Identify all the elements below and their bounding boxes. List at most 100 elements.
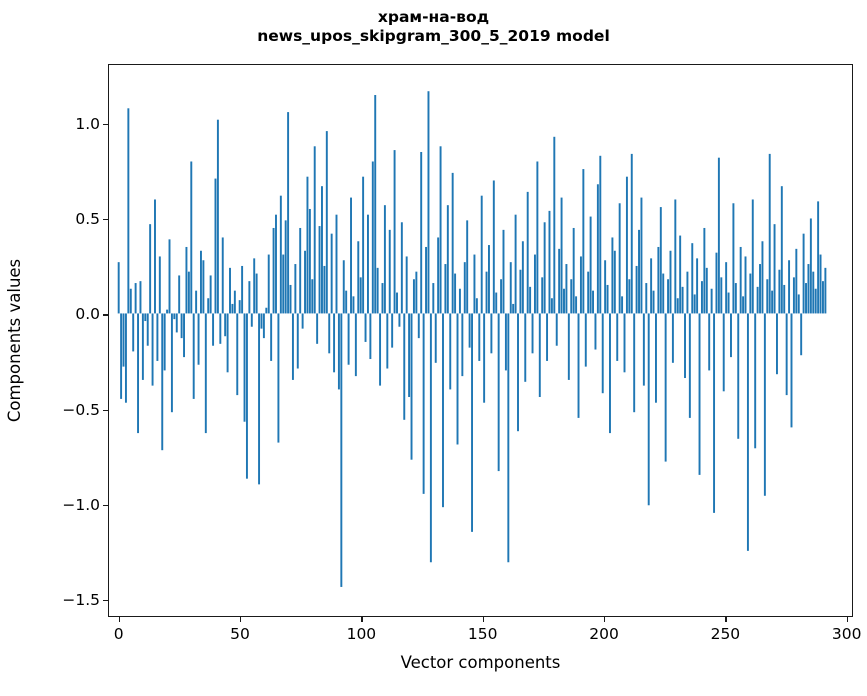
bar <box>183 313 185 358</box>
bar <box>410 313 413 460</box>
bar <box>546 313 549 361</box>
bar <box>526 191 529 314</box>
bar <box>517 313 519 432</box>
bar <box>579 256 582 314</box>
bar <box>224 313 227 337</box>
bar <box>129 288 132 314</box>
bar <box>178 275 181 314</box>
bar <box>425 246 428 314</box>
bar <box>688 313 691 418</box>
bar <box>478 313 481 361</box>
bar <box>258 313 261 485</box>
bar <box>449 313 452 390</box>
bar <box>132 313 135 352</box>
bar <box>120 313 123 399</box>
bar <box>427 91 430 314</box>
bar <box>589 216 592 314</box>
bar <box>379 313 382 386</box>
bar <box>241 265 244 314</box>
chart-title: храм-на-вод news_upos_skipgram_300_5_201… <box>0 8 867 46</box>
bar <box>773 224 776 314</box>
bar <box>739 246 742 314</box>
bar <box>221 237 224 314</box>
bar <box>311 279 314 314</box>
bar <box>270 313 273 361</box>
bar <box>408 313 411 398</box>
bar <box>809 218 812 314</box>
bar <box>301 313 304 329</box>
bar <box>376 267 379 314</box>
x-tick-mark <box>604 616 606 622</box>
bar <box>742 296 745 314</box>
y-axis-label-text: Components values <box>5 258 25 423</box>
bar <box>807 264 810 314</box>
bar <box>388 229 391 314</box>
bar <box>386 313 389 369</box>
bar <box>233 290 236 314</box>
bar <box>434 313 437 363</box>
bar <box>538 313 541 398</box>
bar <box>746 313 749 551</box>
bar <box>548 210 551 314</box>
bar <box>693 294 696 314</box>
bar <box>635 265 638 314</box>
bar <box>647 313 650 506</box>
bar <box>771 290 774 314</box>
bar <box>722 313 725 392</box>
bar <box>374 95 377 314</box>
y-tick-mark <box>103 600 109 602</box>
bar <box>606 284 609 314</box>
bar <box>519 269 522 314</box>
bar <box>611 237 614 314</box>
bar <box>262 313 265 339</box>
bar <box>497 313 500 472</box>
x-tick-label: 300 <box>831 625 862 643</box>
bar <box>817 201 820 314</box>
bar <box>725 262 728 314</box>
bar <box>778 269 781 314</box>
bar <box>117 262 120 314</box>
bar <box>190 161 193 314</box>
bar <box>463 262 466 314</box>
bar <box>437 237 440 314</box>
bar <box>570 279 573 314</box>
bar <box>814 288 817 314</box>
bar <box>316 313 319 344</box>
bar <box>504 313 507 371</box>
bar <box>304 250 306 314</box>
bar <box>405 256 408 314</box>
bar <box>154 199 156 314</box>
bar <box>691 243 694 314</box>
y-tick-mark <box>103 314 109 316</box>
bar <box>454 273 457 314</box>
bar <box>531 313 534 354</box>
bar <box>558 248 561 314</box>
bar <box>630 153 633 314</box>
bar <box>323 265 326 314</box>
bar <box>325 131 328 314</box>
y-tick-mark <box>103 123 109 125</box>
bar <box>422 313 425 494</box>
bar <box>599 155 602 314</box>
bar <box>756 286 759 314</box>
bar <box>797 294 800 314</box>
bar <box>662 273 665 314</box>
plot-axes: 1.0 0.5 0.0 −0.5 −1.0 −1.5 0 50 100 150 200 250 300 <box>62 64 862 643</box>
bar <box>621 296 624 314</box>
x-tick-mark <box>482 616 484 622</box>
x-tick-mark <box>846 616 848 622</box>
bar <box>524 313 527 382</box>
bar <box>821 281 824 314</box>
bar <box>681 286 684 314</box>
bar <box>676 298 679 314</box>
bar <box>805 283 807 314</box>
bar <box>485 271 488 314</box>
x-tick-mark <box>725 616 727 622</box>
bar <box>335 214 338 314</box>
bar <box>802 233 805 314</box>
bar <box>754 313 757 449</box>
bar <box>393 150 396 314</box>
bar <box>715 252 718 314</box>
bar <box>509 262 512 314</box>
